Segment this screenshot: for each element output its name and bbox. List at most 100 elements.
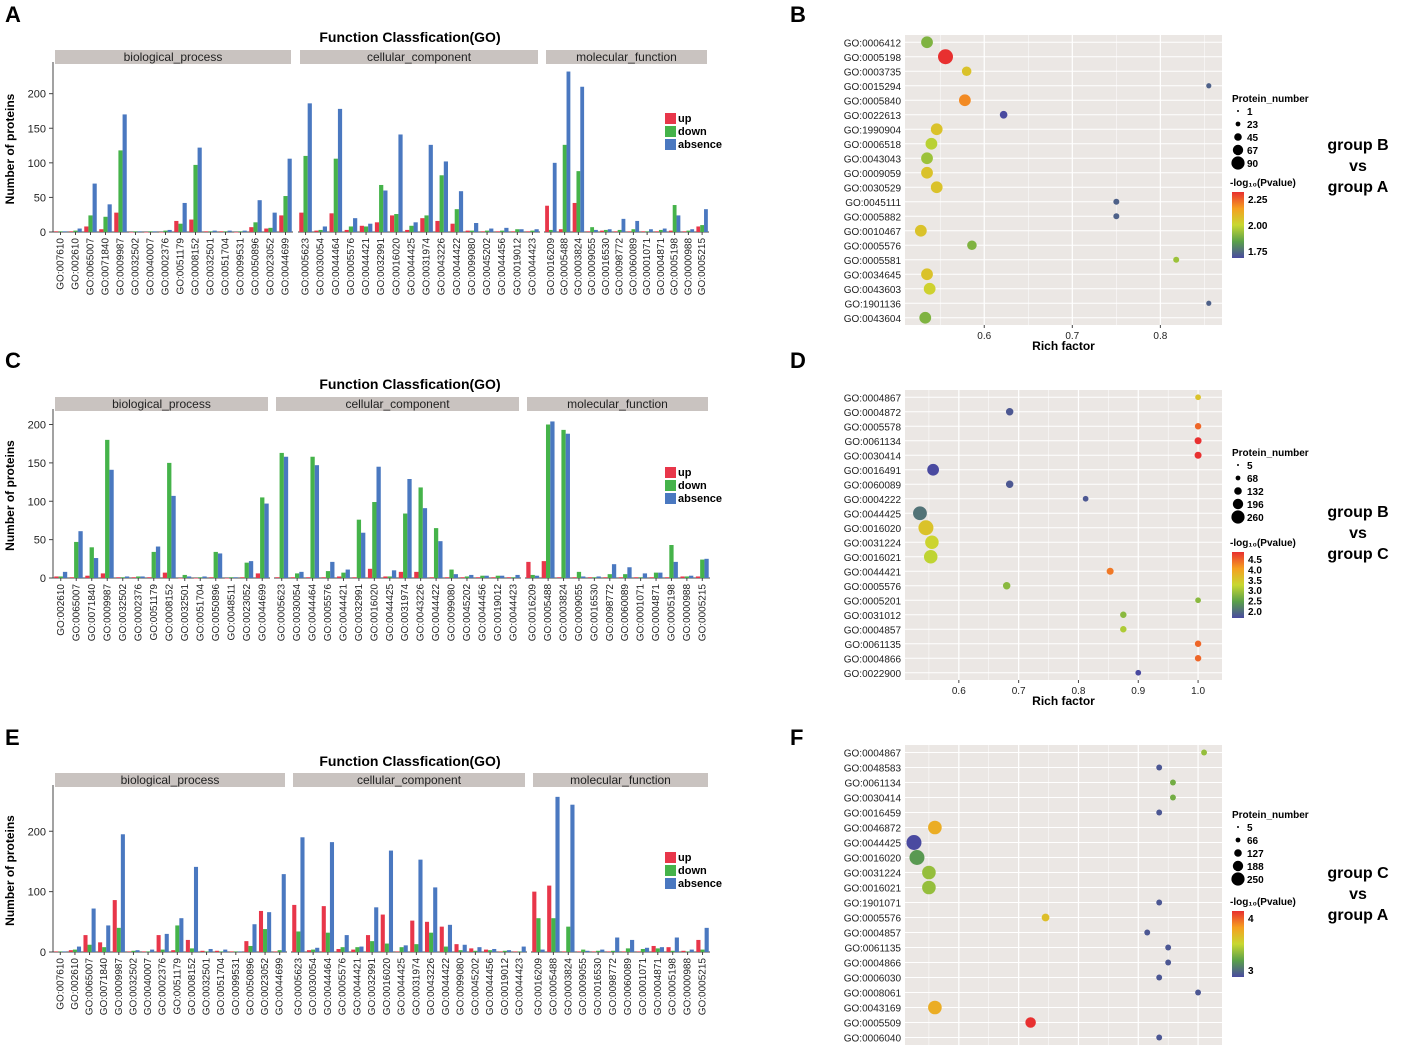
bar-up: [541, 561, 546, 578]
go-term-label: GO:0031012: [844, 611, 902, 622]
x-tick-label: GO:0030054: [292, 584, 303, 642]
bar-absence: [552, 162, 557, 232]
x-tick-label: GO:0032502: [118, 584, 129, 642]
go-term-label: GO:0043043: [844, 154, 902, 165]
bar-up: [600, 230, 604, 232]
dot: [999, 110, 1008, 119]
go-term-label: GO:1901071: [844, 899, 902, 910]
go-term-label: GO:0043604: [844, 314, 902, 325]
bar-up: [162, 572, 168, 578]
bar-up: [695, 576, 701, 578]
go-term-label: GO:0022900: [844, 669, 902, 680]
x-tick-label: GO:0016209: [533, 958, 544, 1016]
bar-down: [325, 571, 331, 578]
bar-absence: [398, 134, 403, 232]
bar-down: [253, 222, 258, 232]
bar-down: [610, 950, 616, 952]
panel-label: C: [5, 348, 21, 373]
bar-down: [617, 229, 622, 232]
bar-up: [666, 947, 671, 952]
bar-down: [58, 576, 63, 578]
bar-absence: [78, 531, 83, 578]
bar-absence: [62, 571, 68, 578]
bar-down: [372, 502, 377, 578]
bar-absence: [413, 222, 418, 232]
x-tick-label: GO:0050896: [211, 584, 222, 642]
go-term-label: GO:0006412: [844, 38, 902, 49]
x-tick-label: GO:0005623: [293, 958, 304, 1016]
bar-down: [669, 545, 674, 578]
bar-up: [562, 951, 567, 952]
facet-label: cellular_component: [357, 773, 462, 787]
bar-up: [439, 926, 444, 952]
bar-up: [621, 951, 626, 952]
go-term-label: GO:0061135: [844, 640, 901, 651]
bar-absence: [689, 949, 694, 952]
x-tick-label: GO:0000988: [682, 584, 693, 642]
x-tick-label: GO:0065007: [85, 958, 96, 1016]
comparison-label: vs: [1349, 886, 1367, 903]
dot: [958, 94, 971, 107]
comparison-label: group C: [1327, 865, 1389, 882]
dot: [925, 137, 938, 150]
go-term-label: GO:0004867: [844, 749, 902, 760]
facet-strip: [55, 397, 268, 411]
bar-up: [54, 576, 59, 578]
chart-title: Function Classfication(GO): [319, 753, 500, 769]
bar-up: [321, 577, 326, 578]
bar-absence: [704, 558, 709, 578]
dot: [930, 123, 943, 136]
bar-panel-C: C Function Classfication(GO) 0 50 100 150 200 N…: [3, 348, 722, 641]
bar-absence: [469, 574, 474, 578]
comparison-label: vs: [1349, 525, 1367, 542]
legend-swatch-up: [665, 467, 676, 478]
x-tick-label: GO:0032501: [206, 238, 217, 296]
bar-down: [530, 230, 535, 232]
bar-up: [634, 577, 639, 578]
size-legend-label: 127: [1247, 849, 1264, 860]
bar-down: [403, 513, 408, 578]
x-tick-label: GO:0051179: [176, 238, 187, 295]
facet-strip: [533, 773, 708, 787]
bar-down: [653, 572, 659, 578]
bar-absence: [186, 576, 192, 578]
x-tick-label: GO:0044422: [441, 958, 452, 1016]
dot: [906, 835, 922, 850]
color-legend-bar: [1232, 192, 1244, 258]
dot-panel-D: D GO:0004867 GO:0004872 GO:0005578 GO:006113…: [790, 348, 1389, 708]
size-legend-label: 132: [1247, 487, 1264, 498]
legend-swatch-down: [665, 126, 676, 137]
bar-absence: [515, 574, 520, 578]
bar-up: [649, 577, 654, 578]
go-term-label: GO:0009059: [844, 169, 902, 180]
x-tick-label: GO:0060089: [623, 958, 634, 1016]
bar-up: [147, 577, 152, 578]
x-tick-label: GO:0016209: [546, 238, 557, 296]
x-tick-label: 0.8: [1071, 686, 1085, 697]
bar-down: [88, 215, 93, 232]
bar-absence: [179, 918, 184, 952]
x-tick-label: GO:0040007: [143, 958, 154, 1016]
go-term-label: GO:0061135: [844, 944, 901, 955]
bar-absence: [315, 947, 320, 952]
x-tick-label: GO:0001071: [636, 584, 647, 642]
bar-up: [511, 231, 516, 232]
bar-down: [469, 230, 475, 232]
color-legend-label: 4.5: [1248, 555, 1262, 566]
bar-up: [54, 951, 59, 952]
dot: [1005, 408, 1014, 416]
bar-up: [344, 229, 349, 232]
bar-absence: [484, 575, 489, 578]
bar-down: [561, 429, 566, 578]
dot: [1165, 959, 1172, 966]
bar-absence: [462, 944, 467, 952]
bar-up: [532, 891, 537, 952]
x-tick-label: GO:0009055: [574, 584, 585, 642]
x-tick-label: GO:0005488: [548, 958, 559, 1016]
x-tick-label: GO:0044423: [508, 584, 519, 642]
dot: [918, 520, 934, 536]
bar-absence: [252, 924, 257, 952]
go-term-label: GO:0004872: [844, 408, 902, 419]
bar-absence: [611, 564, 617, 578]
